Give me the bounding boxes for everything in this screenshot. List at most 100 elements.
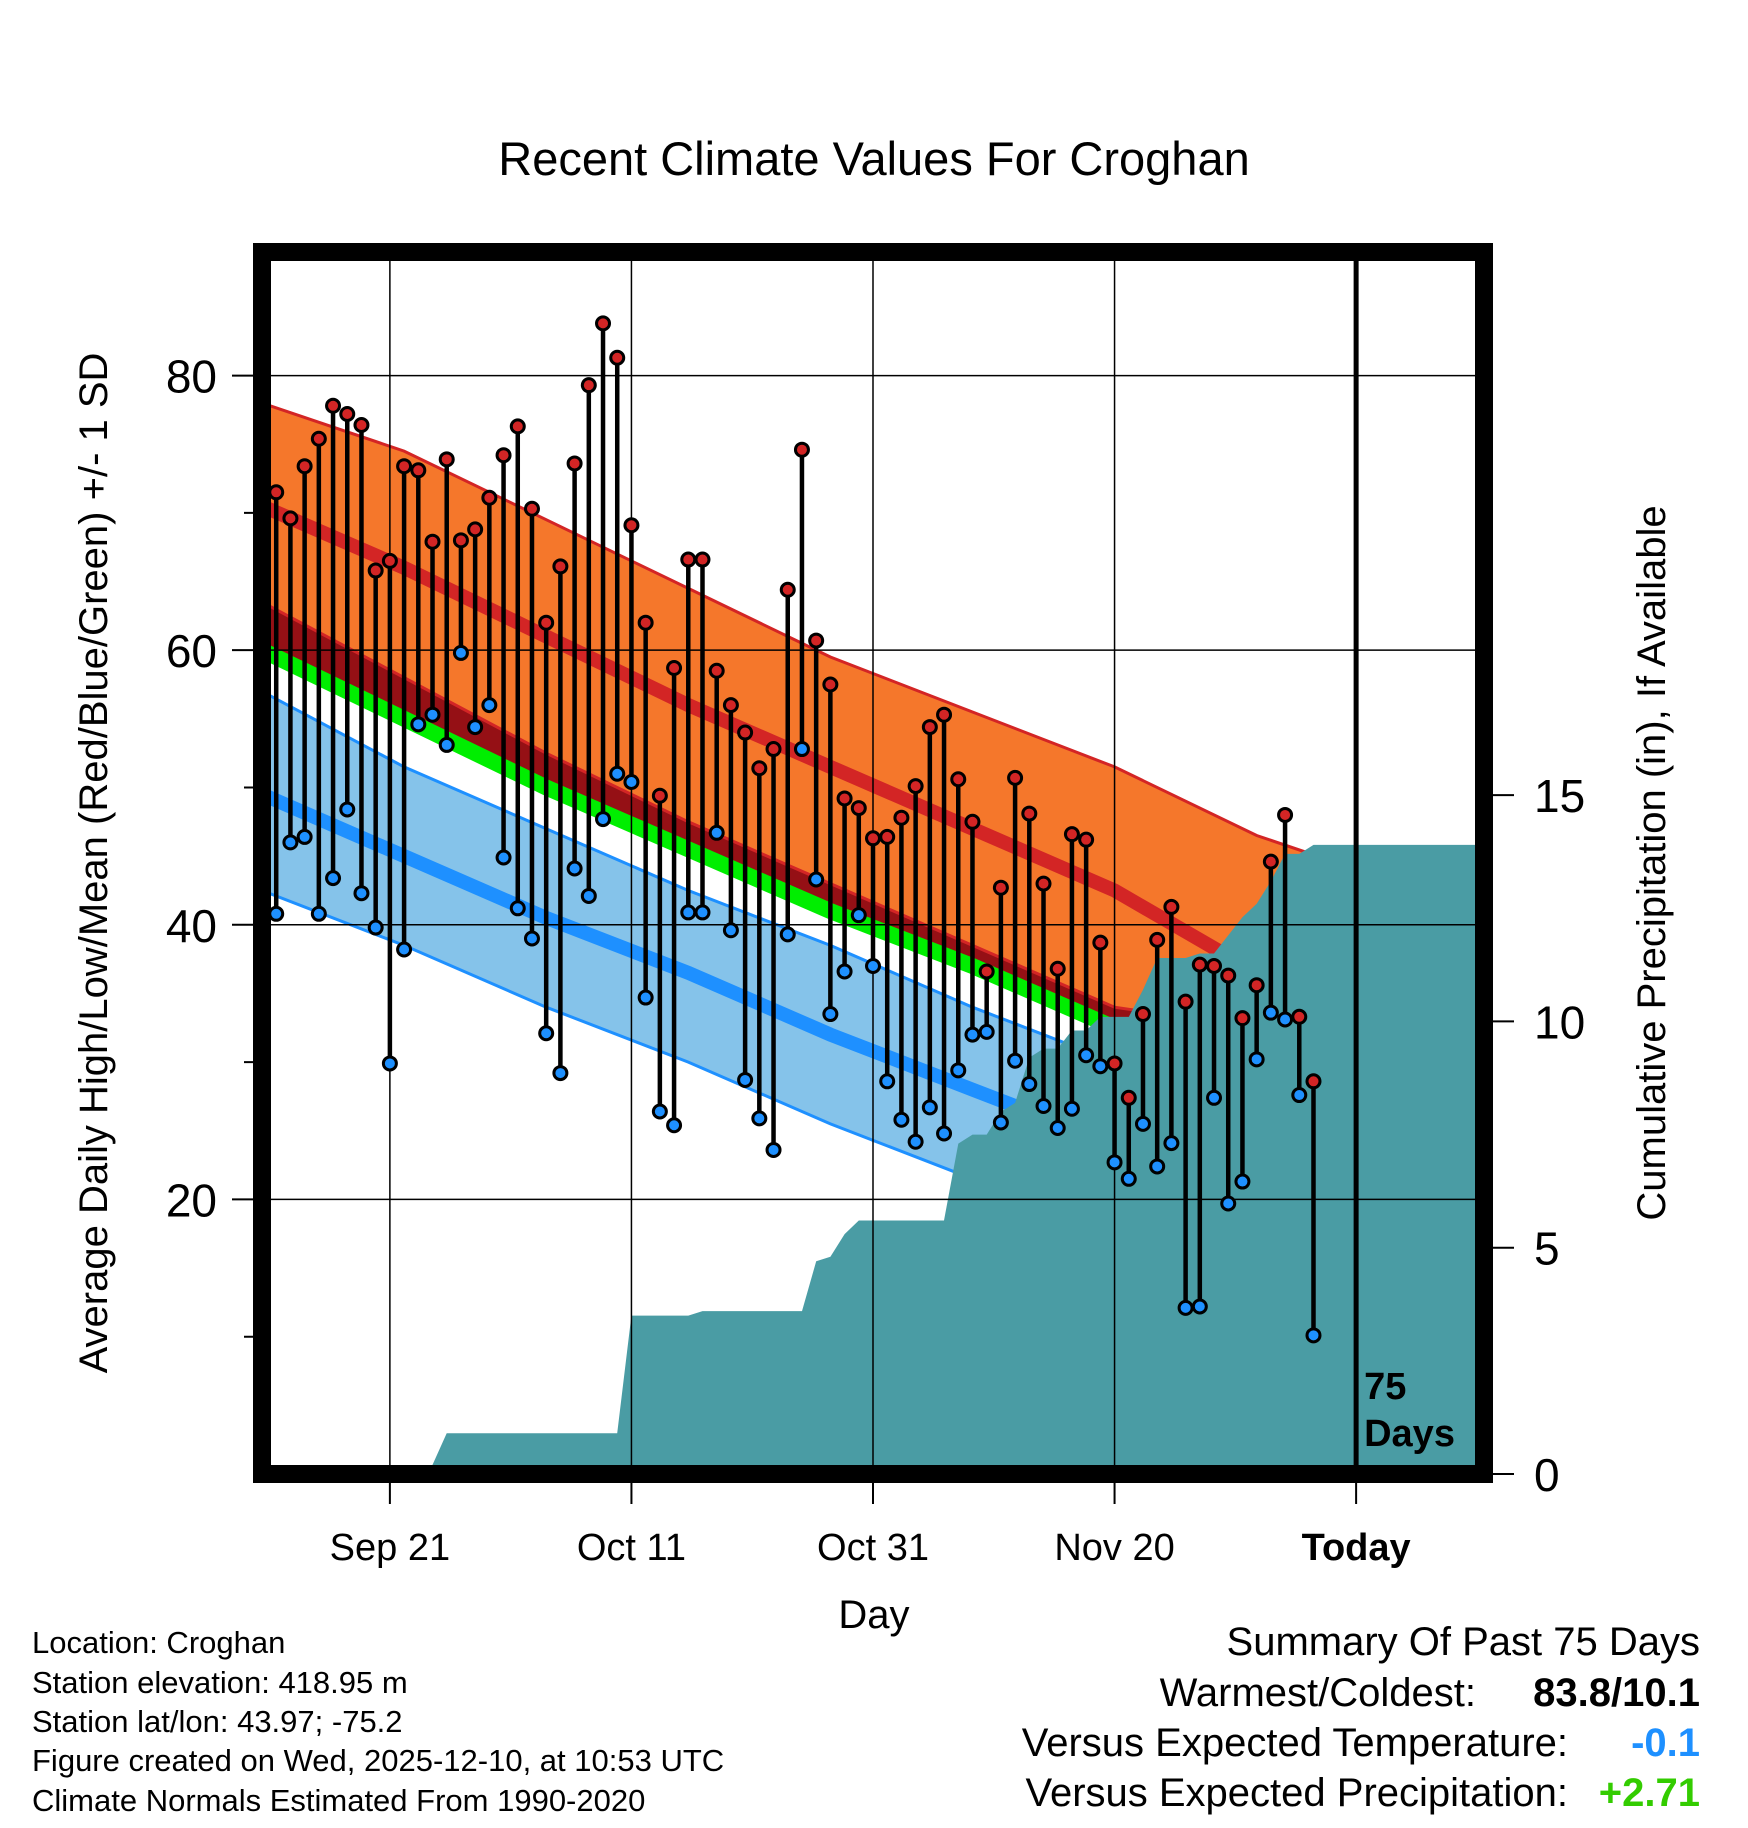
obs-low-point xyxy=(353,885,370,902)
obs-low-point xyxy=(751,1110,768,1127)
y-tick-label: 60 xyxy=(166,625,217,677)
obs-low-point xyxy=(1291,1087,1308,1104)
obs-high-point xyxy=(936,706,953,723)
obs-low-point xyxy=(1191,1298,1208,1315)
obs-low-point xyxy=(296,828,313,845)
summary-temp-label: Versus Expected Temperature: xyxy=(1021,1721,1568,1765)
x-tick-label: Oct 31 xyxy=(817,1527,929,1569)
obs-low-point xyxy=(1234,1173,1251,1190)
obs-low-point xyxy=(523,930,540,947)
obs-low-point xyxy=(481,697,498,714)
obs-low-point xyxy=(410,716,427,733)
obs-low-point xyxy=(879,1073,896,1090)
y2-tick-label: 15 xyxy=(1534,770,1585,822)
obs-low-point xyxy=(1177,1299,1194,1316)
obs-high-point xyxy=(694,551,711,568)
obs-high-point xyxy=(310,430,327,447)
obs-high-point xyxy=(893,809,910,826)
obs-low-point xyxy=(793,741,810,758)
x-tick-label: Today xyxy=(1302,1527,1411,1569)
obs-low-point xyxy=(566,860,583,877)
obs-high-point xyxy=(1234,1010,1251,1027)
obs-high-point xyxy=(737,724,754,741)
obs-high-point xyxy=(1206,957,1223,974)
y-tick-label: 80 xyxy=(166,351,217,403)
obs-high-point xyxy=(1049,960,1066,977)
obs-low-point xyxy=(666,1117,683,1134)
obs-low-point xyxy=(325,870,342,887)
today-annotation-line: 75 xyxy=(1364,1366,1406,1408)
obs-high-point xyxy=(822,676,839,693)
obs-low-point xyxy=(1262,1004,1279,1021)
obs-high-point xyxy=(367,562,384,579)
obs-high-point xyxy=(1078,831,1095,848)
obs-low-point xyxy=(722,922,739,939)
obs-low-point xyxy=(865,957,881,974)
obs-high-point xyxy=(566,455,583,472)
obs-high-point xyxy=(1177,993,1194,1010)
obs-high-point xyxy=(623,517,640,534)
obs-low-point xyxy=(310,905,327,922)
obs-low-point xyxy=(282,834,299,851)
obs-high-point xyxy=(325,397,342,414)
obs-high-point xyxy=(1092,934,1109,951)
obs-high-point xyxy=(424,533,441,550)
x-tick-label: Nov 20 xyxy=(1054,1527,1174,1569)
obs-low-point xyxy=(1149,1158,1166,1175)
obs-low-point xyxy=(1106,1154,1123,1171)
obs-high-point xyxy=(1277,806,1294,823)
obs-high-point xyxy=(509,418,526,435)
obs-low-point xyxy=(1277,1011,1294,1028)
obs-low-point xyxy=(822,1006,839,1023)
obs-low-point xyxy=(950,1062,967,1079)
obs-high-point xyxy=(879,828,896,845)
obs-high-point xyxy=(1262,853,1279,870)
obs-high-point xyxy=(410,462,427,479)
today-annotation: 75 Days xyxy=(1364,1366,1455,1455)
y2-axis-label: Cumulative Precipitation (in), If Availa… xyxy=(1630,505,1674,1220)
obs-low-point xyxy=(808,871,825,888)
x-axis-label: Day xyxy=(838,1593,909,1637)
obs-high-point xyxy=(1106,1055,1123,1072)
obs-high-point xyxy=(1220,967,1237,984)
obs-high-point xyxy=(452,532,469,549)
obs-high-point xyxy=(793,441,810,458)
obs-high-point xyxy=(282,510,299,527)
x-tick-label: Oct 11 xyxy=(577,1527,686,1569)
obs-low-point xyxy=(893,1111,910,1128)
y-axis-label: Average Daily High/Low/Mean (Red/Blue/Gr… xyxy=(72,353,116,1374)
summary-temp-value: -0.1 xyxy=(1631,1721,1700,1765)
obs-high-point xyxy=(907,778,924,795)
obs-high-point xyxy=(268,484,285,501)
y2-tick-label: 10 xyxy=(1534,996,1585,1048)
summary-title: Summary Of Past 75 Days xyxy=(1226,1620,1700,1664)
today-annotation-line: Days xyxy=(1364,1413,1455,1455)
obs-low-point xyxy=(921,1099,938,1116)
obs-low-point xyxy=(850,907,867,924)
obs-low-point xyxy=(836,963,853,980)
obs-low-point xyxy=(708,824,725,841)
obs-high-point xyxy=(836,790,853,807)
obs-low-point xyxy=(1078,1047,1095,1064)
obs-high-point xyxy=(765,741,782,758)
obs-high-point xyxy=(467,521,484,538)
chart-title: Recent Climate Values For Croghan xyxy=(498,132,1249,185)
obs-high-point xyxy=(708,662,725,679)
obs-high-point xyxy=(921,719,938,736)
obs-low-point xyxy=(552,1065,569,1082)
obs-high-point xyxy=(978,963,995,980)
obs-low-point xyxy=(623,773,640,790)
obs-low-point xyxy=(595,811,612,828)
obs-high-point xyxy=(1291,1008,1308,1025)
obs-high-point xyxy=(481,489,498,506)
obs-low-point xyxy=(637,989,654,1006)
summary-warmest-coldest-value: 83.8/10.1 xyxy=(1533,1671,1700,1715)
obs-high-point xyxy=(538,614,555,631)
obs-high-point xyxy=(339,406,356,423)
obs-high-point xyxy=(438,451,455,468)
obs-low-point xyxy=(964,1026,981,1043)
obs-high-point xyxy=(964,813,981,830)
obs-low-point xyxy=(978,1023,995,1040)
obs-low-point xyxy=(1163,1135,1180,1152)
